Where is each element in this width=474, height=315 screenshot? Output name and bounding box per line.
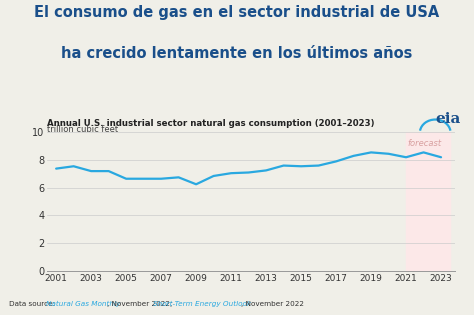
Text: ha crecido lentamente en los últimos años: ha crecido lentamente en los últimos año… — [61, 46, 413, 61]
Text: El consumo de gas en el sector industrial de USA: El consumo de gas en el sector industria… — [35, 5, 439, 20]
Text: Natural Gas Monthly: Natural Gas Monthly — [46, 301, 120, 307]
Text: , November 2022;: , November 2022; — [107, 301, 174, 307]
Bar — [406, 132, 450, 271]
Text: Annual U.S. industrial sector natural gas consumption (2001–2023): Annual U.S. industrial sector natural ga… — [47, 118, 375, 128]
Text: trillion cubic feet: trillion cubic feet — [47, 125, 118, 134]
Text: Short-Term Energy Outlook: Short-Term Energy Outlook — [153, 301, 251, 307]
Text: forecast: forecast — [408, 139, 442, 147]
Text: Data source:: Data source: — [9, 301, 58, 307]
Text: eia: eia — [435, 112, 461, 126]
Text: , November 2022: , November 2022 — [241, 301, 304, 307]
